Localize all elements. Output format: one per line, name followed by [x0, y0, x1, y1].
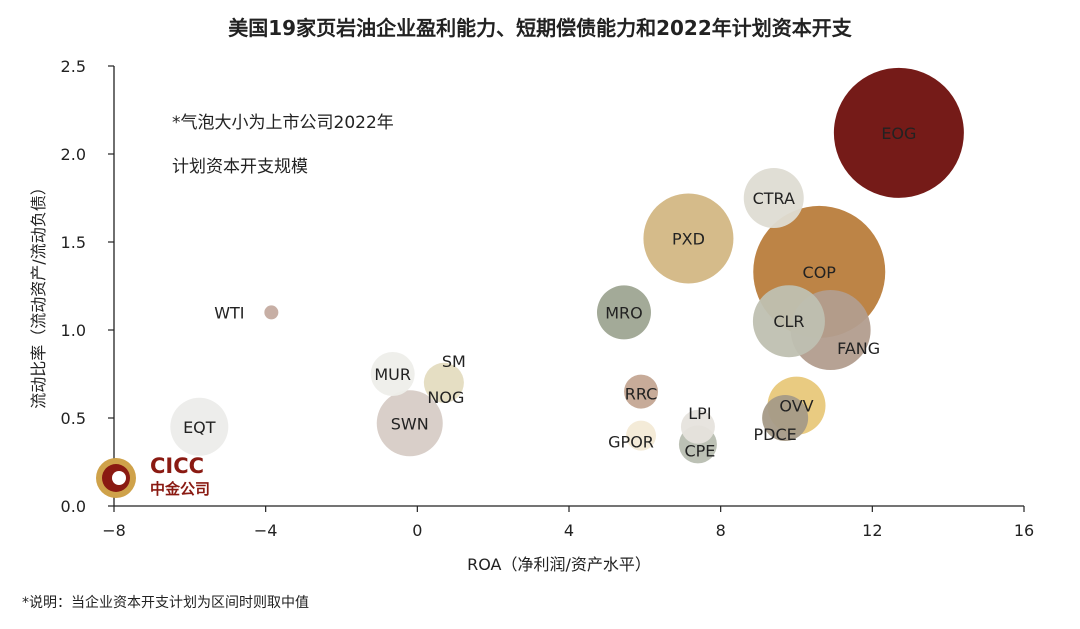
- bubble-pdce: [762, 395, 809, 441]
- x-tick-label: 8: [716, 521, 726, 540]
- x-tick-label: 0: [412, 521, 422, 540]
- y-tick-label: 0.0: [61, 497, 86, 516]
- bubble-label-ctra: CTRA: [753, 189, 795, 208]
- bubble-clr: [752, 285, 825, 358]
- bubble-rrc: [624, 374, 659, 409]
- bubble-label-wti: WTI: [214, 303, 244, 322]
- bubble-ctra: [743, 168, 804, 228]
- y-tick-label: 1.5: [61, 233, 86, 252]
- bubble-label-ovv: OVV: [779, 397, 813, 416]
- footnote: *说明：当企业资本开支计划为区间时则取中值: [22, 595, 309, 611]
- y-tick-label: 1.0: [61, 321, 86, 340]
- bubble-pxd: [643, 193, 734, 284]
- bubble-wti: [264, 305, 279, 320]
- logo-subtitle: 中金公司: [150, 480, 210, 498]
- bubble-label-cpe: CPE: [684, 441, 715, 460]
- bubble-swn: [376, 390, 443, 457]
- bubble-label-eog: EOG: [881, 124, 916, 143]
- bubble-label-swn: SWN: [391, 414, 429, 433]
- x-axis-title: ROA（净利润/资产水平）: [467, 555, 651, 574]
- bubble-label-mro: MRO: [605, 303, 643, 322]
- x-tick-label: 4: [564, 521, 574, 540]
- bubble-label-cop: COP: [803, 263, 837, 282]
- bubble-label-pxd: PXD: [672, 229, 705, 248]
- bubble-label-rrc: RRC: [625, 385, 658, 404]
- y-tick-label: 2.5: [61, 57, 86, 76]
- bubble-label-gpor: GPOR: [608, 433, 654, 452]
- bubble-mro: [596, 285, 651, 340]
- bubble-nog: [423, 362, 464, 403]
- bubble-gpor: [626, 420, 657, 451]
- y-tick-label: 2.0: [61, 145, 86, 164]
- bubble-label-fang: FANG: [837, 339, 880, 358]
- size-note-line-2: 计划资本开支规模: [172, 157, 308, 177]
- bubble-eog: [833, 67, 964, 198]
- bubble-lpi: [680, 409, 715, 444]
- x-tick-label: 16: [1014, 521, 1034, 540]
- y-axis-title: 流动比率（流动资产/流动负债）: [29, 179, 48, 408]
- x-tick-label: −4: [254, 521, 278, 540]
- logo-ring-inner: [112, 471, 126, 485]
- bubble-label-clr: CLR: [773, 312, 804, 331]
- bubble-eqt: [170, 397, 229, 456]
- bubble-mur: [370, 352, 415, 396]
- bubble-label-eqt: EQT: [183, 418, 216, 437]
- y-tick-label: 0.5: [61, 409, 86, 428]
- bubble-label-pdce: PDCE: [754, 425, 797, 444]
- x-tick-label: −8: [102, 521, 126, 540]
- x-tick-label: 12: [862, 521, 882, 540]
- logo-name: CICC: [150, 454, 204, 478]
- bubble-label-lpi: LPI: [688, 404, 711, 423]
- bubble-label-sm: SM: [442, 352, 466, 371]
- bubble-label-mur: MUR: [374, 365, 411, 384]
- chart-title: 美国19家页岩油企业盈利能力、短期偿债能力和2022年计划资本开支: [228, 16, 852, 40]
- size-note-line-1: *气泡大小为上市公司2022年: [172, 113, 394, 133]
- bubble-label-nog: NOG: [427, 388, 464, 407]
